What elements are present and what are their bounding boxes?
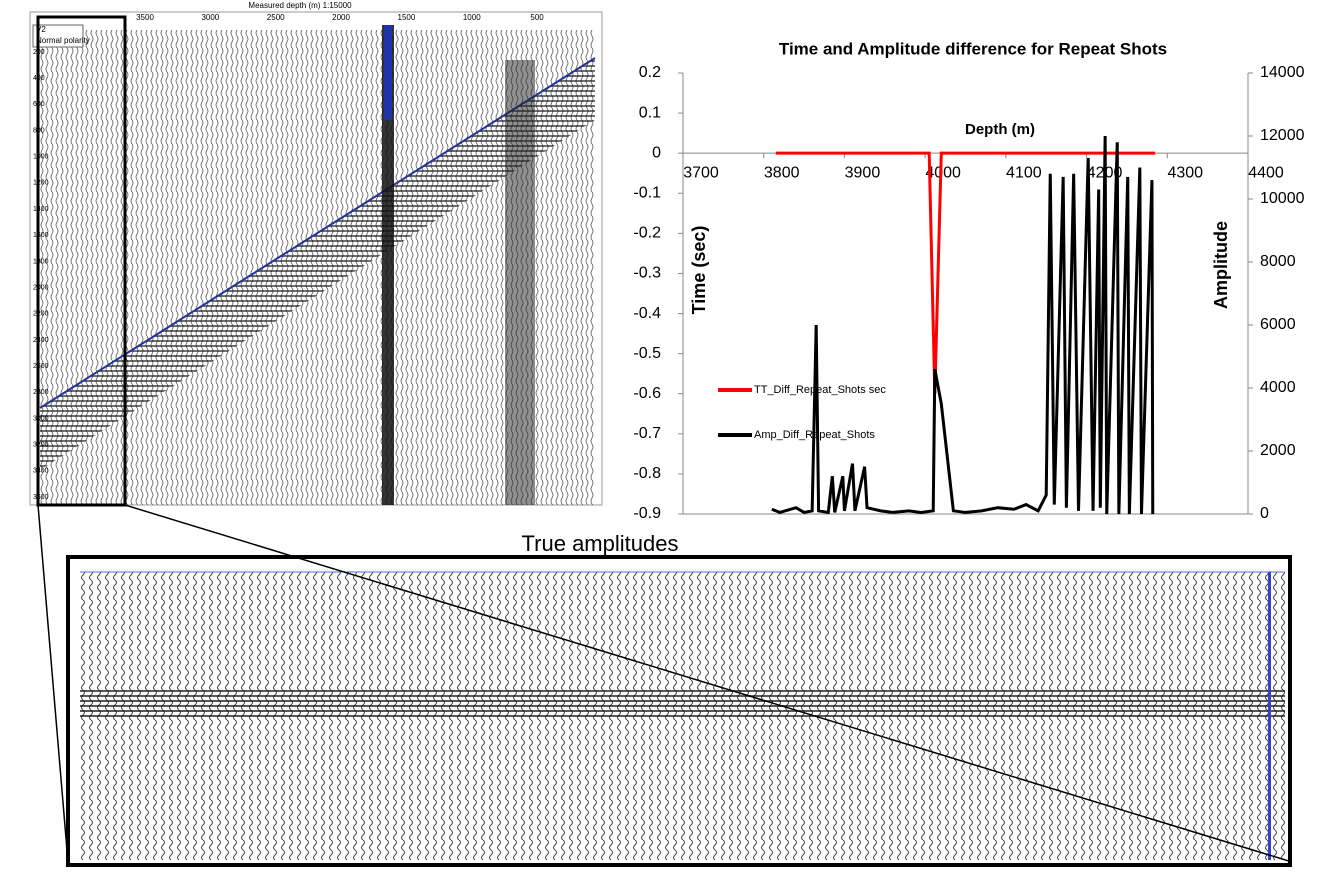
y-tick-label: -0.6: [633, 385, 661, 402]
time-tick-label: 3400: [33, 468, 49, 475]
seismic-legend-text: V2: [36, 25, 46, 34]
y2-tick-label: 14000: [1260, 64, 1305, 81]
time-tick-label: 2200: [33, 311, 49, 318]
series-line: [771, 135, 1155, 515]
y-tick-label: 0.2: [639, 64, 661, 81]
y-tick-label: 0: [652, 144, 661, 161]
y-tick-label: -0.5: [633, 345, 661, 362]
time-tick-label: 1600: [33, 232, 49, 239]
seismic-panel: V2 Normal polarity Measured depth (m) 1:…: [29, 1, 603, 506]
x-tick-label: 3800: [764, 164, 800, 181]
time-tick-label: 1400: [33, 206, 49, 213]
x-tick-label: 3900: [845, 164, 881, 181]
y-tick-label: -0.1: [633, 184, 661, 201]
y-tick-label: -0.2: [633, 225, 661, 242]
y2-tick-label: 4000: [1260, 379, 1296, 396]
time-tick-label: 2400: [33, 337, 49, 344]
time-tick-label: 3000: [33, 415, 49, 422]
depth-tick-label: 3500: [136, 13, 154, 22]
zoom-title: True amplitudes: [522, 531, 679, 556]
time-tick-label: 2800: [33, 389, 49, 396]
depth-tick-label: 1500: [398, 13, 416, 22]
zoom-panel: [66, 555, 1292, 867]
noisy-trace-band: [382, 25, 394, 505]
y2-tick-label: 6000: [1260, 316, 1296, 333]
y-tick-label: -0.9: [633, 505, 661, 522]
y2-tick-label: 0: [1260, 505, 1269, 522]
y-tick-label: -0.8: [633, 465, 661, 482]
depth-tick-label: 1000: [463, 13, 481, 22]
x-axis-label: Depth (m): [965, 121, 1035, 138]
blue-trace: [1268, 572, 1271, 860]
zoom-reflections: [80, 688, 1285, 718]
x-tick-label: 3700: [683, 164, 719, 181]
time-tick-label: 200: [33, 49, 45, 56]
y-tick-label: -0.3: [633, 265, 661, 282]
noisy-trace-band: [505, 60, 535, 505]
time-tick-label: 3200: [33, 442, 49, 449]
y-tick-label: 0.1: [639, 104, 661, 121]
time-tick-label: 1200: [33, 180, 49, 187]
chart-title: Time and Amplitude difference for Repeat…: [779, 39, 1167, 58]
y2-tick-label: 8000: [1260, 253, 1296, 270]
time-tick-label: 3600: [33, 494, 49, 501]
time-tick-label: 1800: [33, 258, 49, 265]
depth-tick-label: 3000: [201, 13, 219, 22]
zoom-connector: [37, 504, 69, 863]
blue-trace: [384, 25, 392, 120]
time-tick-label: 2000: [33, 284, 49, 291]
x-tick-label: 4400: [1248, 164, 1284, 181]
y2-tick-label: 10000: [1260, 190, 1305, 207]
time-tick-label: 2600: [33, 363, 49, 370]
y-axis-label: Time (sec): [689, 226, 709, 315]
time-tick-label: 400: [33, 75, 45, 82]
depth-tick-label: 500: [530, 13, 544, 22]
seismic-legend: [32, 24, 84, 48]
y2-tick-label: 12000: [1260, 127, 1305, 144]
depth-tick-label: 2000: [332, 13, 350, 22]
y-tick-label: -0.7: [633, 425, 661, 442]
y2-tick-label: 2000: [1260, 442, 1296, 459]
x-tick-label: 4000: [925, 164, 961, 181]
seismic-legend-text: Normal polarity: [36, 36, 90, 45]
depth-tick-label: 2500: [267, 13, 285, 22]
seismic-title: Measured depth (m) 1:15000: [248, 1, 352, 10]
x-tick-label: 4300: [1167, 164, 1203, 181]
seismic-reflections: [40, 58, 595, 470]
time-tick-label: 600: [33, 101, 45, 108]
time-tick-label: 1000: [33, 154, 49, 161]
x-tick-label: 4100: [1006, 164, 1042, 181]
y-tick-label: -0.4: [633, 305, 661, 322]
zoom-connector: [124, 504, 1293, 863]
zoom-box: [36, 15, 127, 507]
legend-label: TT_Diff_Repeat_Shots sec: [754, 384, 886, 396]
time-tick-label: 800: [33, 127, 45, 134]
first-break-pick: [39, 57, 596, 409]
y2-axis-label: Amplitude: [1211, 221, 1231, 309]
legend-label: Amp_Diff_Repeat_Shots: [754, 429, 875, 441]
